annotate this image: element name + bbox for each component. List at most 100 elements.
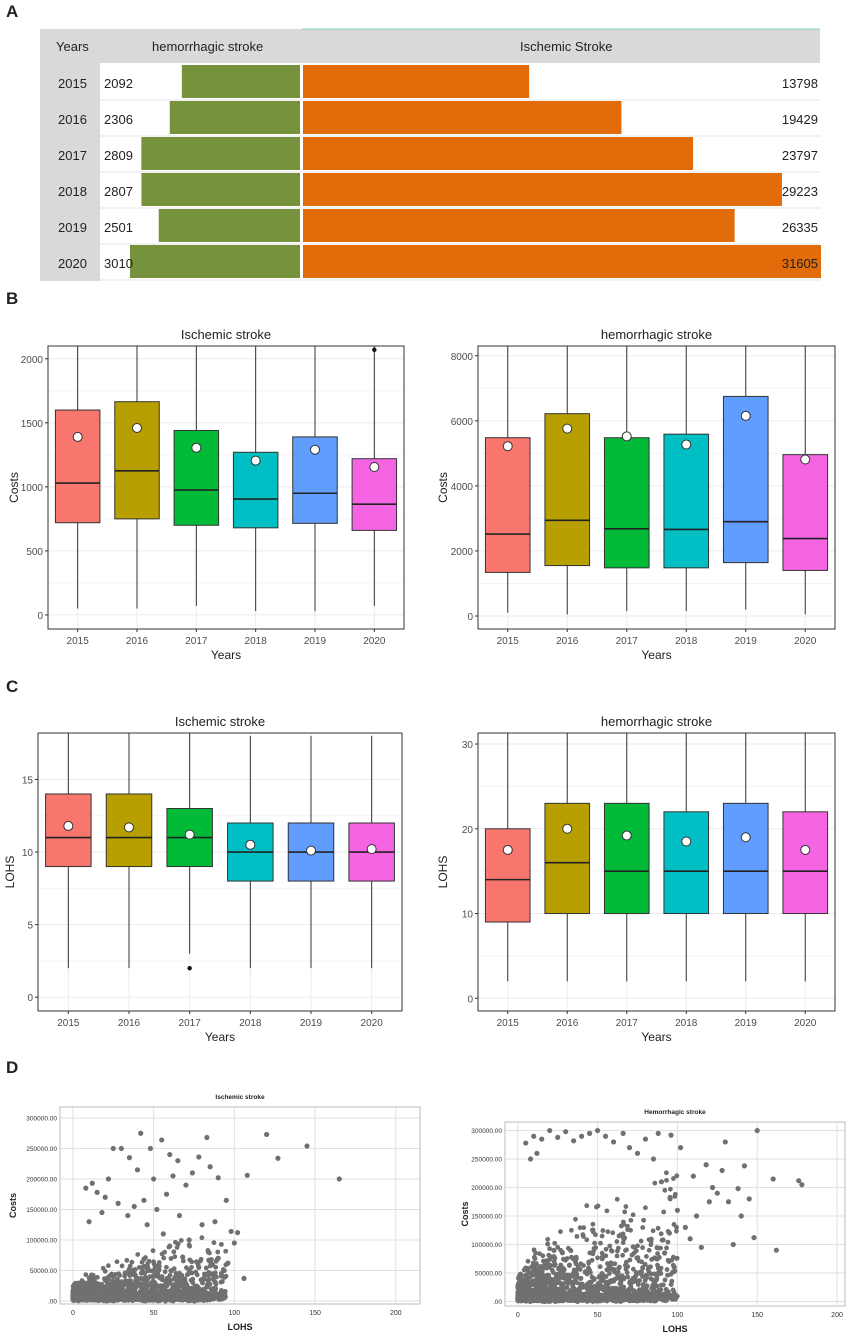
- c-hemorrhagic-xtick-label: 2019: [735, 1018, 758, 1029]
- d-ischemic-point: [140, 1264, 146, 1270]
- c-hemorrhagic-xtick-label: 2017: [616, 1018, 639, 1029]
- d-hemorrhagic-point: [668, 1282, 674, 1287]
- d-hemorrhagic-point: [603, 1246, 609, 1252]
- d-hemorrhagic-point: [577, 1295, 583, 1301]
- d-hemorrhagic-point: [599, 1256, 605, 1262]
- b-hemorrhagic-mean-point-2017: [621, 431, 632, 442]
- year-label-2019: 2019: [58, 220, 87, 235]
- d-hemorrhagic-point: [567, 1262, 572, 1268]
- hemorrhagic-bar-2020: [130, 245, 300, 278]
- d-hemorrhagic-point: [598, 1279, 604, 1285]
- c-ischemic-mean-point-2017: [184, 829, 195, 840]
- d-ischemic-point: [156, 1263, 162, 1269]
- hemorrhagic-value-2018: 2807: [104, 184, 133, 199]
- d-hemorrhagic-point: [751, 1235, 757, 1241]
- d-ischemic-point: [83, 1272, 89, 1278]
- c-hemorrhagic-mean-point-2018: [681, 836, 692, 847]
- d-hemorrhagic-point: [604, 1208, 610, 1214]
- d-hemorrhagic-point: [671, 1176, 676, 1181]
- d-hemorrhagic-point: [597, 1264, 603, 1270]
- d-hemorrhagic-point: [620, 1130, 626, 1136]
- c-ischemic-xtick-label: 2017: [179, 1018, 202, 1029]
- d-hemorrhagic-point: [570, 1274, 576, 1279]
- d-ischemic-point: [86, 1275, 92, 1281]
- d-hemorrhagic-point: [535, 1296, 541, 1302]
- d-hemorrhagic-point: [622, 1209, 628, 1215]
- d-hemorrhagic-point: [578, 1275, 584, 1281]
- d-ischemic-point: [170, 1173, 176, 1179]
- d-hemorrhagic-point: [650, 1156, 657, 1162]
- d-ischemic-point: [151, 1292, 157, 1298]
- d-hemorrhagic-point: [584, 1203, 590, 1209]
- d-hemorrhagic-point-cluster: [515, 1170, 680, 1305]
- d-ischemic-title: Ischemic stroke: [215, 1094, 265, 1101]
- c-hemorrhagic-box-2017: [603, 802, 650, 915]
- d-hemorrhagic-point: [591, 1248, 596, 1254]
- d-ischemic-point: [222, 1295, 227, 1301]
- d-hemorrhagic-point: [552, 1240, 558, 1246]
- panel-label-b: B: [6, 289, 19, 308]
- d-ischemic-point: [72, 1283, 78, 1289]
- d-hemorrhagic-point: [540, 1294, 546, 1300]
- d-hemorrhagic-point: [525, 1268, 531, 1274]
- c-hemorrhagic-plot-border: [477, 732, 836, 1012]
- b-hemorrhagic-xlabel: Years: [641, 648, 671, 662]
- d-hemorrhagic-point: [551, 1248, 557, 1254]
- b-ischemic-xtick-label: 2018: [245, 636, 268, 647]
- d-ischemic-point: [161, 1293, 167, 1299]
- d-hemorrhagic-point: [664, 1245, 669, 1251]
- d-ischemic-point: [162, 1249, 168, 1255]
- d-hemorrhagic-point: [578, 1261, 584, 1267]
- d-ischemic-point: [104, 1279, 110, 1285]
- d-hemorrhagic-point: [584, 1271, 590, 1277]
- d-hemorrhagic-point: [585, 1281, 591, 1287]
- d-hemorrhagic-point: [525, 1258, 531, 1264]
- d-hemorrhagic-point: [635, 1243, 640, 1249]
- d-hemorrhagic-point: [654, 1256, 660, 1262]
- d-ischemic-point: [140, 1285, 146, 1291]
- c-ischemic-xlabel: Years: [205, 1030, 235, 1044]
- b-hemorrhagic-ytick-label: 8000: [451, 352, 474, 363]
- c-hemorrhagic-ylabel: LOHS: [436, 856, 450, 889]
- b-hemorrhagic-mean-point-2019: [740, 410, 751, 421]
- d-ischemic-point: [171, 1295, 177, 1301]
- d-hemorrhagic-point: [614, 1239, 620, 1244]
- d-hemorrhagic-point: [592, 1232, 598, 1238]
- d-ischemic-point: [163, 1191, 170, 1197]
- d-hemorrhagic-point: [664, 1177, 669, 1183]
- d-hemorrhagic-point: [539, 1268, 545, 1274]
- d-ischemic-point: [206, 1282, 211, 1288]
- b-ischemic-box-2015: [54, 409, 101, 524]
- d-ischemic-point: [122, 1270, 128, 1276]
- b-hemorrhagic-ytick-label: 0: [467, 612, 473, 623]
- d-hemorrhagic-point: [589, 1274, 595, 1280]
- d-ischemic-point: [86, 1219, 92, 1225]
- d-ischemic-point: [162, 1269, 168, 1275]
- d-ischemic-point: [167, 1280, 172, 1286]
- d-hemorrhagic-point: [741, 1163, 748, 1169]
- d-hemorrhagic-point: [627, 1257, 633, 1263]
- d-ischemic-point: [218, 1290, 224, 1295]
- d-ischemic-point: [135, 1252, 141, 1257]
- c-hemorrhagic-mean-point-2016: [562, 823, 573, 834]
- d-hemorrhagic-point: [539, 1136, 545, 1142]
- d-hemorrhagic-point: [615, 1245, 621, 1251]
- panel-label-a: A: [6, 2, 19, 21]
- d-ischemic-point: [146, 1258, 152, 1264]
- b-ischemic-outlier-2020: [372, 347, 377, 353]
- d-hemorrhagic-point: [650, 1285, 655, 1291]
- d-hemorrhagic-point: [531, 1247, 537, 1253]
- d-hemorrhagic-point: [631, 1250, 637, 1256]
- d-hemorrhagic-point: [548, 1263, 554, 1268]
- d-hemorrhagic-point: [541, 1263, 547, 1268]
- d-ischemic-point: [151, 1288, 156, 1293]
- d-ischemic-point: [167, 1151, 173, 1158]
- d-hemorrhagic-point: [666, 1259, 672, 1264]
- b-hemorrhagic-box-2016: [544, 413, 591, 567]
- year-label-2020: 2020: [58, 256, 87, 271]
- d-hemorrhagic-point: [605, 1229, 611, 1235]
- d-hemorrhagic-point: [610, 1230, 616, 1236]
- d-ischemic-point: [77, 1284, 83, 1290]
- d-hemorrhagic-point: [666, 1230, 673, 1236]
- d-hemorrhagic-point: [586, 1286, 592, 1291]
